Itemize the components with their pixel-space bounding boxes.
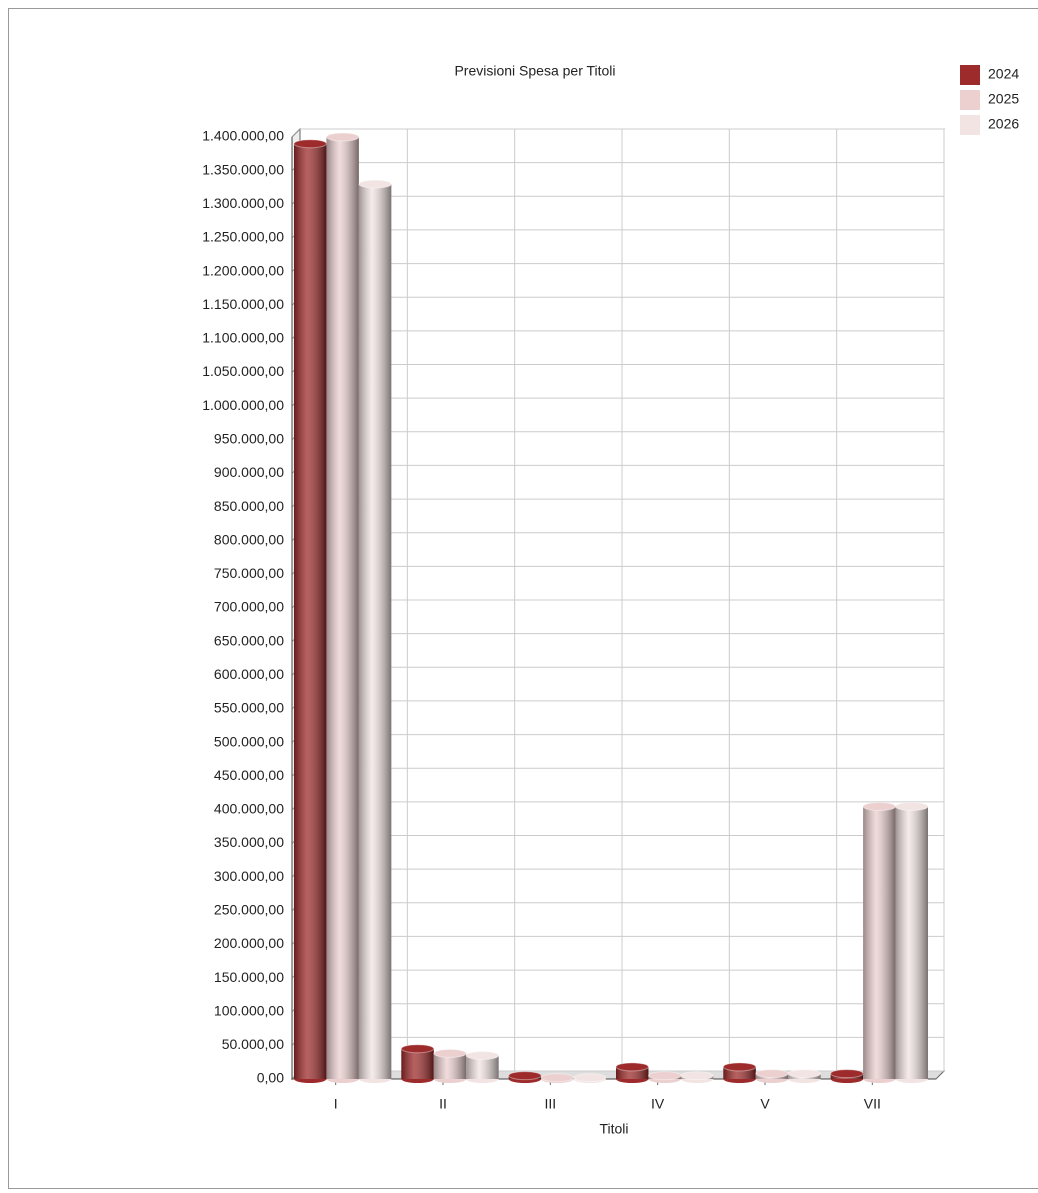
- y-tick-label: 400.000,00: [214, 801, 284, 817]
- bar-cap: [400, 1044, 435, 1054]
- y-tick-label: 350.000,00: [214, 834, 284, 850]
- bar-cap: [573, 1073, 607, 1083]
- y-tick-label: 1.400.000,00: [202, 128, 284, 144]
- y-tick-label: 100.000,00: [214, 1002, 284, 1018]
- bar-shade: [895, 806, 928, 1079]
- grid-line-side: [291, 128, 301, 138]
- y-tick-label: 1.050.000,00: [202, 363, 284, 379]
- y-tick-label: 200.000,00: [214, 935, 284, 951]
- legend-label: 2025: [988, 91, 1019, 107]
- y-tick-label: 250.000,00: [214, 901, 284, 917]
- y-tick-label: 700.000,00: [214, 599, 284, 615]
- y-tick-label: 1.300.000,00: [202, 195, 284, 211]
- bar-cap: [895, 801, 929, 811]
- bar-cap: [540, 1073, 575, 1083]
- bar-cap: [830, 1069, 864, 1079]
- bar-cap: [680, 1071, 714, 1081]
- y-tick-label: 1.200.000,00: [202, 262, 284, 278]
- bar-cap: [722, 1062, 757, 1072]
- y-tick-label: 150.000,00: [214, 969, 284, 985]
- x-axis-label: Titoli: [599, 1121, 628, 1137]
- y-tick-label: 1.100.000,00: [202, 330, 284, 346]
- y-tick-label: 300.000,00: [214, 868, 284, 884]
- y-tick-label: 750.000,00: [214, 565, 284, 581]
- y-tick-label: 550.000,00: [214, 700, 284, 716]
- x-tick-label: III: [544, 1096, 556, 1112]
- bar-shade: [433, 1053, 467, 1079]
- legend-swatch: [960, 65, 980, 85]
- bar-cap: [325, 132, 360, 142]
- bar-cap: [862, 801, 897, 811]
- y-tick-label: 950.000,00: [214, 430, 284, 446]
- bar-cap: [433, 1048, 467, 1058]
- bar-cap: [508, 1071, 542, 1081]
- x-tick-label: II: [439, 1096, 447, 1112]
- y-tick-label: 1.150.000,00: [202, 296, 284, 312]
- legend-label: 2026: [988, 116, 1019, 132]
- y-tick-label: 1.250.000,00: [202, 229, 284, 245]
- bar-cap: [647, 1071, 682, 1081]
- bar-shade: [466, 1055, 499, 1079]
- bar-shade: [294, 143, 327, 1079]
- x-tick-label: IV: [651, 1096, 665, 1112]
- y-tick-label: 850.000,00: [214, 498, 284, 514]
- bar-cap: [787, 1069, 822, 1079]
- x-tick-label: VII: [864, 1096, 881, 1112]
- bar-shade: [326, 137, 359, 1079]
- bar-cap: [755, 1069, 789, 1079]
- y-tick-label: 800.000,00: [214, 531, 284, 547]
- bar-cap: [465, 1050, 500, 1060]
- y-tick-label: 1.000.000,00: [202, 397, 284, 413]
- y-tick-label: 50.000,00: [222, 1036, 284, 1052]
- y-tick-label: 600.000,00: [214, 666, 284, 682]
- bar-shade: [863, 806, 896, 1079]
- bar-cap: [358, 179, 392, 189]
- bar-cap: [293, 139, 327, 149]
- legend-swatch: [960, 115, 980, 135]
- y-tick-label: 1.350.000,00: [202, 161, 284, 177]
- bar-shade: [358, 184, 392, 1080]
- legend-label: 2024: [988, 66, 1019, 82]
- bar-cap: [615, 1062, 649, 1072]
- x-tick-label: V: [760, 1096, 770, 1112]
- chart-title: Previsioni Spesa per Titoli: [454, 63, 615, 79]
- y-tick-label: 900.000,00: [214, 464, 284, 480]
- x-tick-label: I: [334, 1096, 338, 1112]
- y-tick-label: 500.000,00: [214, 733, 284, 749]
- bar-shade: [401, 1048, 434, 1079]
- y-tick-label: 0,00: [257, 1070, 284, 1086]
- y-tick-label: 650.000,00: [214, 632, 284, 648]
- y-tick-label: 450.000,00: [214, 767, 284, 783]
- legend-swatch: [960, 90, 980, 110]
